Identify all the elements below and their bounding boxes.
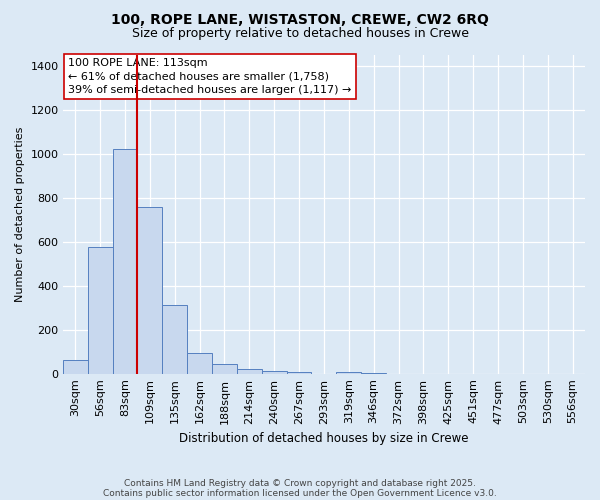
Text: Contains public sector information licensed under the Open Government Licence v3: Contains public sector information licen… [103,488,497,498]
Bar [137,207,163,374]
Text: Contains HM Land Registry data © Crown copyright and database right 2025.: Contains HM Land Registry data © Crown c… [124,478,476,488]
Bar [262,371,287,374]
Bar [63,360,88,374]
Bar [212,364,237,374]
Bar [163,305,187,374]
Bar [287,372,311,374]
Bar [88,246,113,374]
Text: 100 ROPE LANE: 113sqm
← 61% of detached houses are smaller (1,758)
39% of semi-d: 100 ROPE LANE: 113sqm ← 61% of detached … [68,58,352,94]
Y-axis label: Number of detached properties: Number of detached properties [15,127,25,302]
Bar [337,372,361,374]
Bar [113,148,137,374]
Bar [187,354,212,374]
Text: 100, ROPE LANE, WISTASTON, CREWE, CW2 6RQ: 100, ROPE LANE, WISTASTON, CREWE, CW2 6R… [111,12,489,26]
Text: Size of property relative to detached houses in Crewe: Size of property relative to detached ho… [131,28,469,40]
X-axis label: Distribution of detached houses by size in Crewe: Distribution of detached houses by size … [179,432,469,445]
Bar [237,369,262,374]
